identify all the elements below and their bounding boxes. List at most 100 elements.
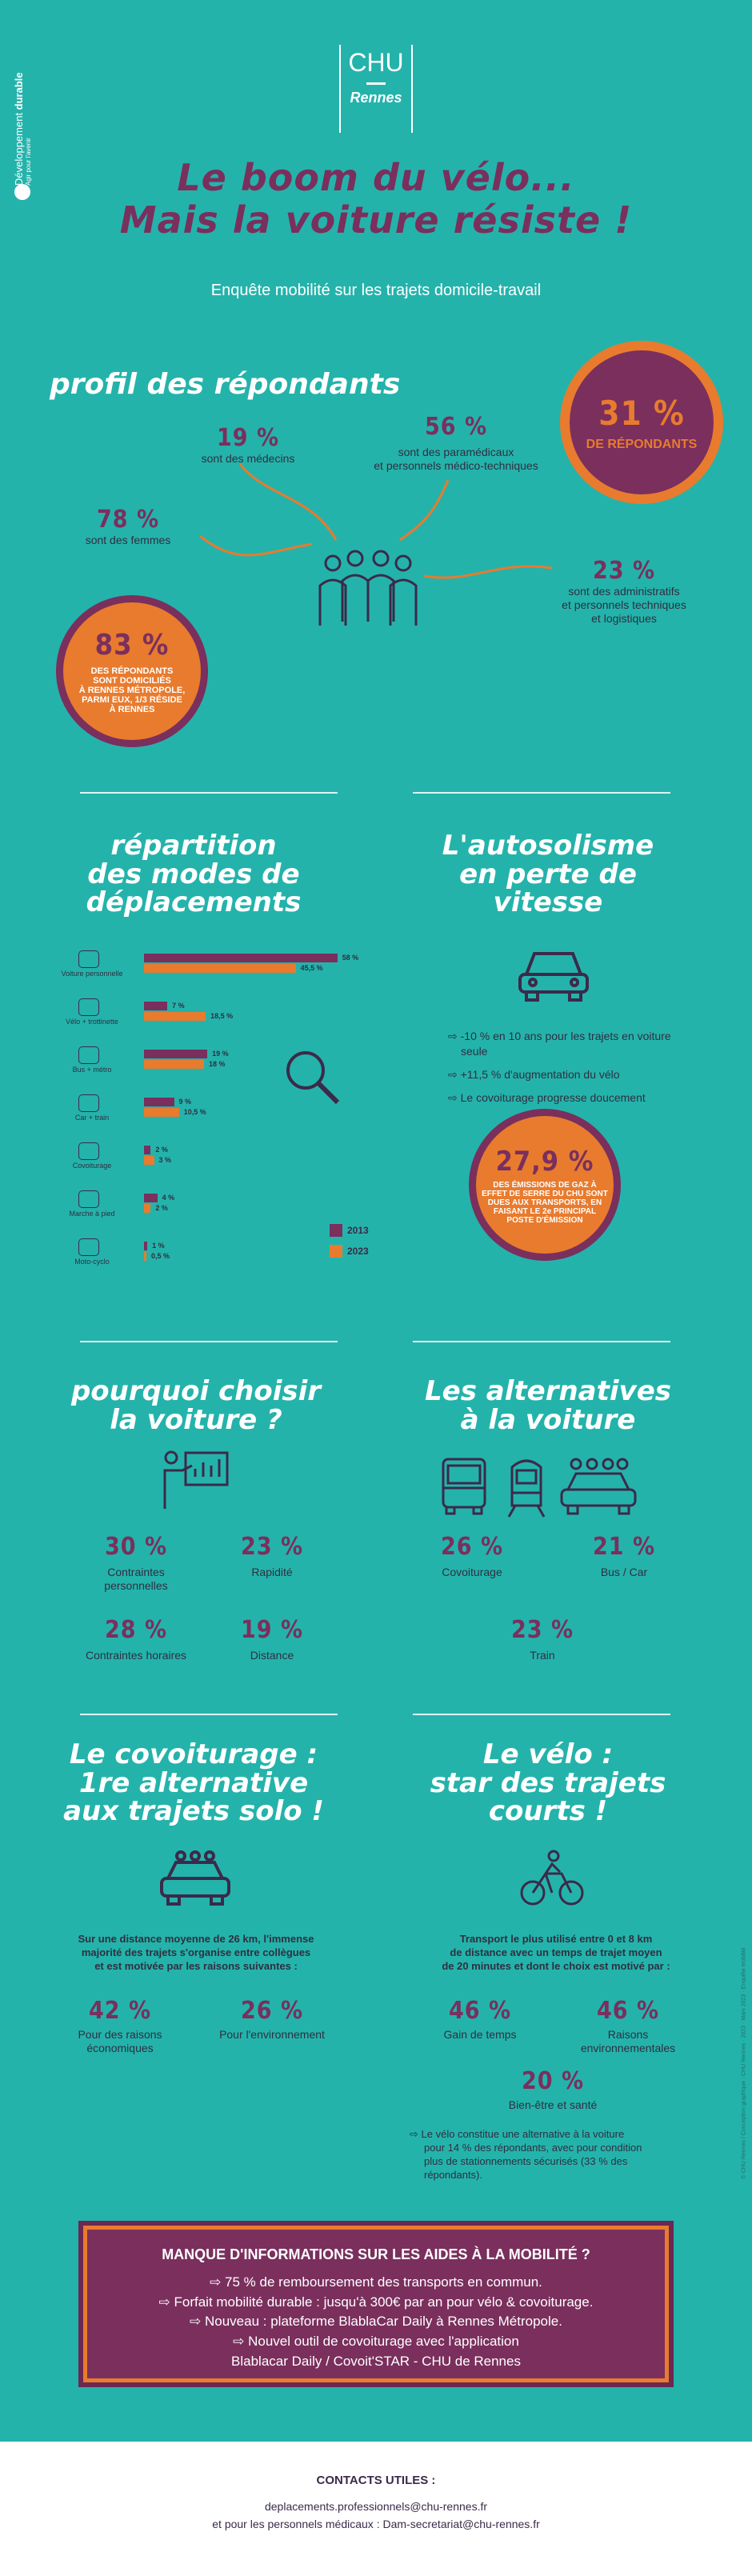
bar-value-2013: 1 %	[152, 1242, 165, 1250]
femmes-label: sont des femmes	[85, 534, 171, 546]
covoiturage-label-1b: économiques	[86, 2041, 154, 2054]
velo-item-2: 46 % Raisons environnementales	[560, 1997, 696, 2055]
profil-title: profil des répondants	[50, 368, 401, 401]
covoiturage-title-1: Le covoiturage :	[69, 1738, 318, 1770]
page-subtitle: Enquête mobilité sur les trajets domicil…	[210, 282, 542, 299]
chart-legend: 2013 2023	[330, 1224, 402, 1258]
pourquoi-label-1b: personnelles	[104, 1578, 168, 1592]
ges-l4: FAISANT LE 2e PRINCIPAL	[493, 1206, 597, 1216]
mode-icon	[78, 950, 99, 968]
respondents-label: DE RÉPONDANTS	[586, 437, 698, 451]
ges-l5: POSTE D'ÉMISSION	[506, 1215, 583, 1225]
repartition-title-1: répartition	[110, 830, 277, 862]
alternatives-value-1: 26 %	[441, 1533, 503, 1561]
autosolisme-title-2: en perte de	[459, 858, 637, 890]
covoiturage-text: Sur une distance moyenne de 26 km, l'imm…	[48, 1933, 344, 1974]
medecins-label: sont des médecins	[201, 452, 295, 465]
divider	[80, 1714, 338, 1715]
admin-label-2: et personnels techniques	[562, 598, 686, 611]
profil-connectors	[199, 463, 553, 579]
mode-label: Covoiturage	[72, 1162, 112, 1170]
chart-row: Bus + métro 19 % 18 %	[48, 1045, 384, 1093]
chart-row: Marche à pied 4 % 2 %	[48, 1189, 384, 1237]
mode-label: Marche à pied	[69, 1210, 115, 1218]
covoiturage-title-3: aux trajets solo !	[63, 1795, 324, 1828]
chart-row: Moto-cyclo 1 % 0,5 %	[48, 1237, 384, 1285]
bicycle-icon	[520, 1850, 584, 1906]
velo-value-3: 20 %	[522, 2067, 584, 2095]
footer-line-2[interactable]: et pour les personnels médicaux : Dam-se…	[212, 2518, 540, 2530]
admin-stat: 23 % sont des administratifs et personne…	[544, 557, 704, 625]
bar-value-2023: 10,5 %	[183, 1108, 206, 1116]
bar-value-2013: 58 %	[342, 954, 359, 962]
velo-value-2: 46 %	[597, 1997, 659, 2025]
velo-title-1: Le vélo :	[482, 1738, 614, 1770]
footer: CONTACTS UTILES : deplacements.professio…	[0, 2442, 752, 2576]
pourquoi-value-3: 28 %	[105, 1616, 167, 1644]
magnifier-icon	[286, 1051, 340, 1105]
carpool-car-icon	[160, 1850, 230, 1906]
bar-2023	[144, 1156, 154, 1165]
pourquoi-label-1a: Contraintes	[107, 1566, 165, 1578]
modes-chart: Voiture personnelle 58 % 45,5 % Vélo + trot…	[48, 949, 384, 1293]
velo-label-3: Bien-être et santé	[508, 2098, 598, 2111]
bar-value-2013: 9 %	[178, 1098, 192, 1106]
bar-value-2023: 3 %	[158, 1156, 172, 1164]
info-line-4: ⇨ Nouvel outil de covoiturage avec l'app…	[233, 2334, 519, 2350]
bus-icon	[442, 1458, 486, 1515]
divider	[413, 1341, 670, 1342]
alternatives-label-2: Bus / Car	[600, 1566, 648, 1578]
legend-2013: 2013	[347, 1225, 369, 1236]
bar-2013	[144, 1002, 168, 1010]
footer-line-1[interactable]: deplacements.professionnels@chu-rennes.f…	[264, 2500, 488, 2513]
footer-title: CONTACTS UTILES :	[316, 2474, 436, 2487]
admin-label-3: et logistiques	[591, 611, 657, 625]
legend-2023: 2023	[347, 1246, 369, 1257]
covoiturage-title: Le covoiturage : 1re alternative aux tra…	[58, 1738, 330, 1828]
chart-row: Covoiturage 2 % 3 %	[48, 1141, 384, 1189]
autosolisme-title: L'autosolisme en perte de vitesse	[416, 831, 680, 919]
velo-item-1: 46 % Gain de temps	[416, 1997, 544, 2042]
velo-label-2b: environnementales	[580, 2041, 676, 2054]
divider	[413, 792, 670, 794]
mode-icon	[78, 998, 99, 1016]
legend-swatch-2013	[330, 1224, 342, 1237]
sidebar-label: Développement durable Agir pour l'avenir	[6, 32, 38, 216]
alternatives-item-2: 21 % Bus / Car	[568, 1533, 680, 1579]
alternatives-title: Les alternatives à la voiture	[416, 1375, 680, 1436]
respondents-circle: 31 % DE RÉPONDANTS	[560, 341, 723, 504]
chu-logo: CHU Rennes	[339, 45, 413, 133]
mode-icon	[78, 1238, 99, 1256]
info-line-1: ⇨ 75 % de remboursement des transports e…	[210, 2274, 542, 2290]
pourquoi-item-1: 30 % Contraintes personnelles	[72, 1533, 200, 1593]
credits: © CHU Rennes / Conception graphique : CH…	[741, 1947, 747, 2179]
alternatives-title-1: Les alternatives	[425, 1375, 671, 1407]
pourquoi-title-2: la voiture ?	[110, 1403, 282, 1436]
covoiturage-title-2: 1re alternative	[78, 1766, 309, 1799]
autosolisme-title-3: vitesse	[493, 886, 603, 919]
velo-text-3: de 20 minutes et dont le choix est motiv…	[442, 1959, 670, 1972]
mode-icon	[78, 1094, 99, 1112]
logo-rennes: Rennes	[350, 90, 402, 106]
velo-text-2: de distance avec un temps de trajet moye…	[450, 1946, 662, 1958]
divider	[80, 792, 338, 794]
femmes-stat: 78 % sont des femmes	[64, 506, 192, 547]
bullet-2: ⇨ +11,5 % d'augmentation du vélo	[448, 1067, 620, 1081]
repartition-title: répartition des modes de déplacements	[58, 830, 330, 918]
bar-value-2013: 4 %	[162, 1194, 175, 1202]
alternatives-title-2: à la voiture	[460, 1403, 636, 1436]
bar-2013	[144, 1050, 208, 1058]
mode-label: Moto-cyclo	[74, 1258, 110, 1266]
train-icon	[507, 1459, 546, 1518]
sidebar-prefix: Développement	[13, 110, 25, 186]
chart-row: Car + train 9 % 10,5 %	[48, 1093, 384, 1141]
bar-2013	[144, 1146, 151, 1154]
medecins-stat: 19 % sont des médecins	[184, 424, 312, 466]
bullet-1: ⇨ -10 % en 10 ans pour les trajets en vo…	[448, 1030, 671, 1042]
velo-text-1: Transport le plus utilisé entre 0 et 8 k…	[459, 1933, 653, 1945]
bar-2013	[144, 1194, 158, 1202]
velo-note-2: pour 14 % des répondants, avec pour cond…	[424, 2141, 642, 2154]
bar-value-2013: 7 %	[172, 1002, 185, 1010]
bar-value-2023: 18 %	[209, 1060, 226, 1068]
covoiturage-item-2: 26 % Pour l'environnement	[200, 1997, 344, 2042]
